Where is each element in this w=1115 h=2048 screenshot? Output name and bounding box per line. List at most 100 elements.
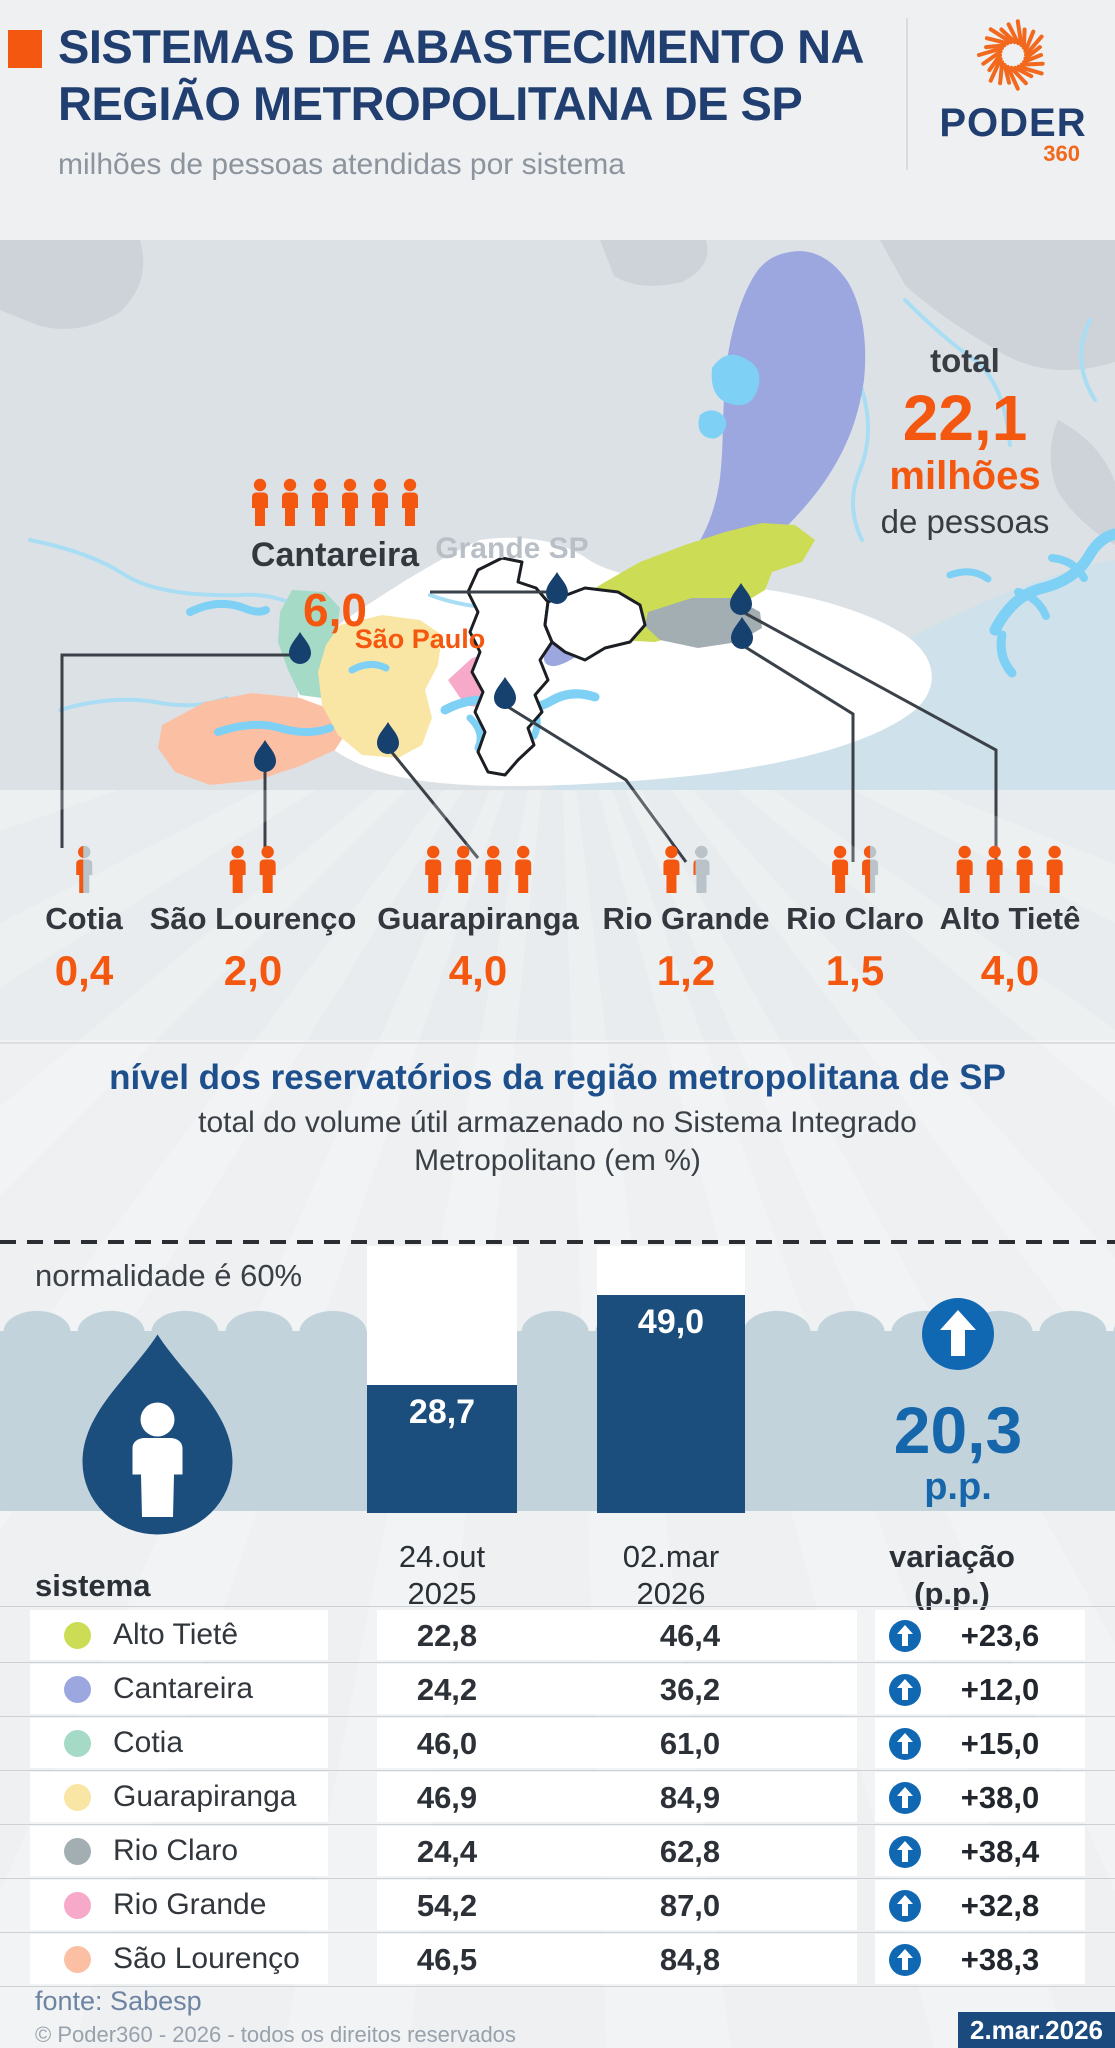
person-icon [402, 478, 418, 526]
person-icon [986, 845, 1003, 893]
table-row-cotia: Cotia 46,0 61,0 +15,0 [0, 1718, 1115, 1771]
bar-mar-value: 49,0 [637, 1303, 705, 1341]
row-name-cell: Guarapiranga [30, 1772, 328, 1822]
value-oct: 46,0 [416, 1726, 478, 1761]
variation-value: 20,3 [893, 1393, 1023, 1467]
value-mar: 61,0 [659, 1726, 721, 1761]
value-oct: 24,4 [416, 1834, 478, 1869]
up-arrow-icon [889, 1836, 921, 1868]
cantareira-droplet-icon [546, 572, 568, 604]
systems-table: Alto Tietê 22,8 46,4 +23,6 Cantareira 24… [0, 1606, 1115, 1987]
system-value: 1,5 [825, 947, 885, 994]
col-header-oct-line1: 24.out [398, 1539, 486, 1574]
row-values-cell [377, 1664, 857, 1714]
person-icon [663, 845, 679, 893]
sao_lourenco-people-icons [150, 845, 357, 893]
value-change: +15,0 [960, 1726, 1040, 1761]
person-icon [247, 478, 273, 526]
person-icon [515, 845, 531, 893]
value-oct: 54,2 [416, 1888, 478, 1923]
cantareira-value: 6,0 [303, 584, 367, 636]
row-name-cell: Cotia [30, 1718, 328, 1768]
row-values-cell [377, 1880, 857, 1930]
logo-word: PODER [939, 101, 1087, 145]
sao-paulo-label: São Paulo [355, 624, 486, 654]
person-icon [397, 478, 423, 526]
cotia-line [60, 653, 293, 848]
system-item-alto_tiete: Alto Tietê 4,0 [939, 845, 1081, 995]
row-separator [0, 1986, 1115, 1987]
sea [545, 560, 1115, 790]
guarapiranga-droplet-icon [377, 722, 399, 754]
droplet-markers [254, 572, 753, 772]
poder360-logo: PODER 360 [928, 12, 1098, 165]
row-values-cell [377, 1934, 857, 1984]
up-arrow-icon [889, 1890, 921, 1922]
label-band-background [0, 790, 1115, 1040]
person-icon [225, 845, 251, 893]
person-icon [827, 845, 853, 893]
source-note: fonte: Sabesp [35, 1986, 202, 2016]
grande-sp-region [298, 537, 932, 787]
person-icon [693, 850, 695, 875]
rio-grande-line [504, 703, 688, 863]
system-item-sao_lourenco: São Lourenço 2,0 [150, 845, 357, 995]
up-arrow-icon [889, 1782, 921, 1814]
system-name: Alto Tietê [113, 1618, 239, 1651]
variation-unit: p.p. [924, 1466, 992, 1508]
page-title-line1: SISTEMAS DE ABASTECIMENTO NA [58, 20, 864, 73]
guarapiranga-line [388, 749, 480, 859]
header-divider [906, 18, 908, 170]
grande-sp-label: Grande SP [435, 532, 588, 565]
value-oct: 46,9 [416, 1780, 478, 1815]
value-change: +38,3 [960, 1942, 1040, 1977]
bar-oct-fill: 28,7 [367, 1385, 517, 1513]
system-item-cotia: Cotia 0,4 [45, 845, 123, 995]
row-name-cell: Alto Tietê [30, 1610, 328, 1660]
col-header-variation: variação (p.p.) [852, 1538, 1052, 1612]
terrain-patches [0, 240, 1115, 545]
cotia-people-icons [45, 845, 123, 893]
col-header-mar-line2: 2026 [636, 1576, 706, 1611]
col-header-mar-line1: 02.mar [622, 1539, 720, 1574]
cantareira-label: Cantareira [250, 536, 420, 574]
page-title: SISTEMAS DE ABASTECIMENTO NA REGIÃO METR… [58, 18, 908, 132]
system-name: Cotia [113, 1726, 184, 1759]
system-name: Rio Claro [786, 901, 924, 936]
section-divider [0, 1042, 1115, 1044]
person-icon [367, 478, 393, 526]
table-row-rio_claro: Rio Claro 24,4 62,8 +38,4 [0, 1826, 1115, 1879]
page-title-line2: REGIÃO METROPOLITANA DE SP [58, 77, 803, 130]
table-row-cantareira: Cantareira 24,2 36,2 +12,0 [0, 1664, 1115, 1717]
table-row-guarapiranga: Guarapiranga 46,9 84,9 +38,0 [0, 1772, 1115, 1825]
person-icon [277, 478, 303, 526]
person-icon [342, 478, 358, 526]
table-row-alto_tiete: Alto Tietê 22,8 46,4 +23,6 [0, 1610, 1115, 1663]
row-separator [0, 1770, 1115, 1771]
system-value: 0,4 [54, 947, 114, 994]
person-icon [282, 478, 298, 526]
value-mar: 46,4 [659, 1618, 721, 1653]
person-icon [252, 478, 268, 526]
person-icon [485, 845, 501, 893]
person-icon [658, 845, 684, 893]
system-name: Cotia [45, 901, 123, 936]
rio_claro-people-icons [786, 845, 924, 893]
reservoir-title: nível dos reservatórios da região metrop… [109, 1058, 1006, 1097]
system-value: 1,2 [656, 947, 716, 994]
person-icon [229, 845, 246, 893]
copyright-note: © Poder360 - 2026 - todos os direitos re… [35, 2022, 516, 2047]
col-header-oct-line2: 2025 [407, 1576, 477, 1611]
system-color-dot [64, 1729, 91, 1757]
eastern-reservoir [946, 528, 1115, 678]
system-item-guarapiranga: Guarapiranga 4,0 [377, 845, 579, 995]
value-oct: 24,2 [416, 1672, 478, 1707]
system-value: 4,0 [448, 947, 508, 994]
person-icon [255, 845, 281, 893]
col-header-system: sistema [35, 1568, 151, 1603]
row-separator [0, 1878, 1115, 1879]
system-color-dot [64, 1945, 91, 1973]
system-name: Guarapiranga [113, 1780, 297, 1813]
system-name: Alto Tietê [939, 901, 1081, 936]
